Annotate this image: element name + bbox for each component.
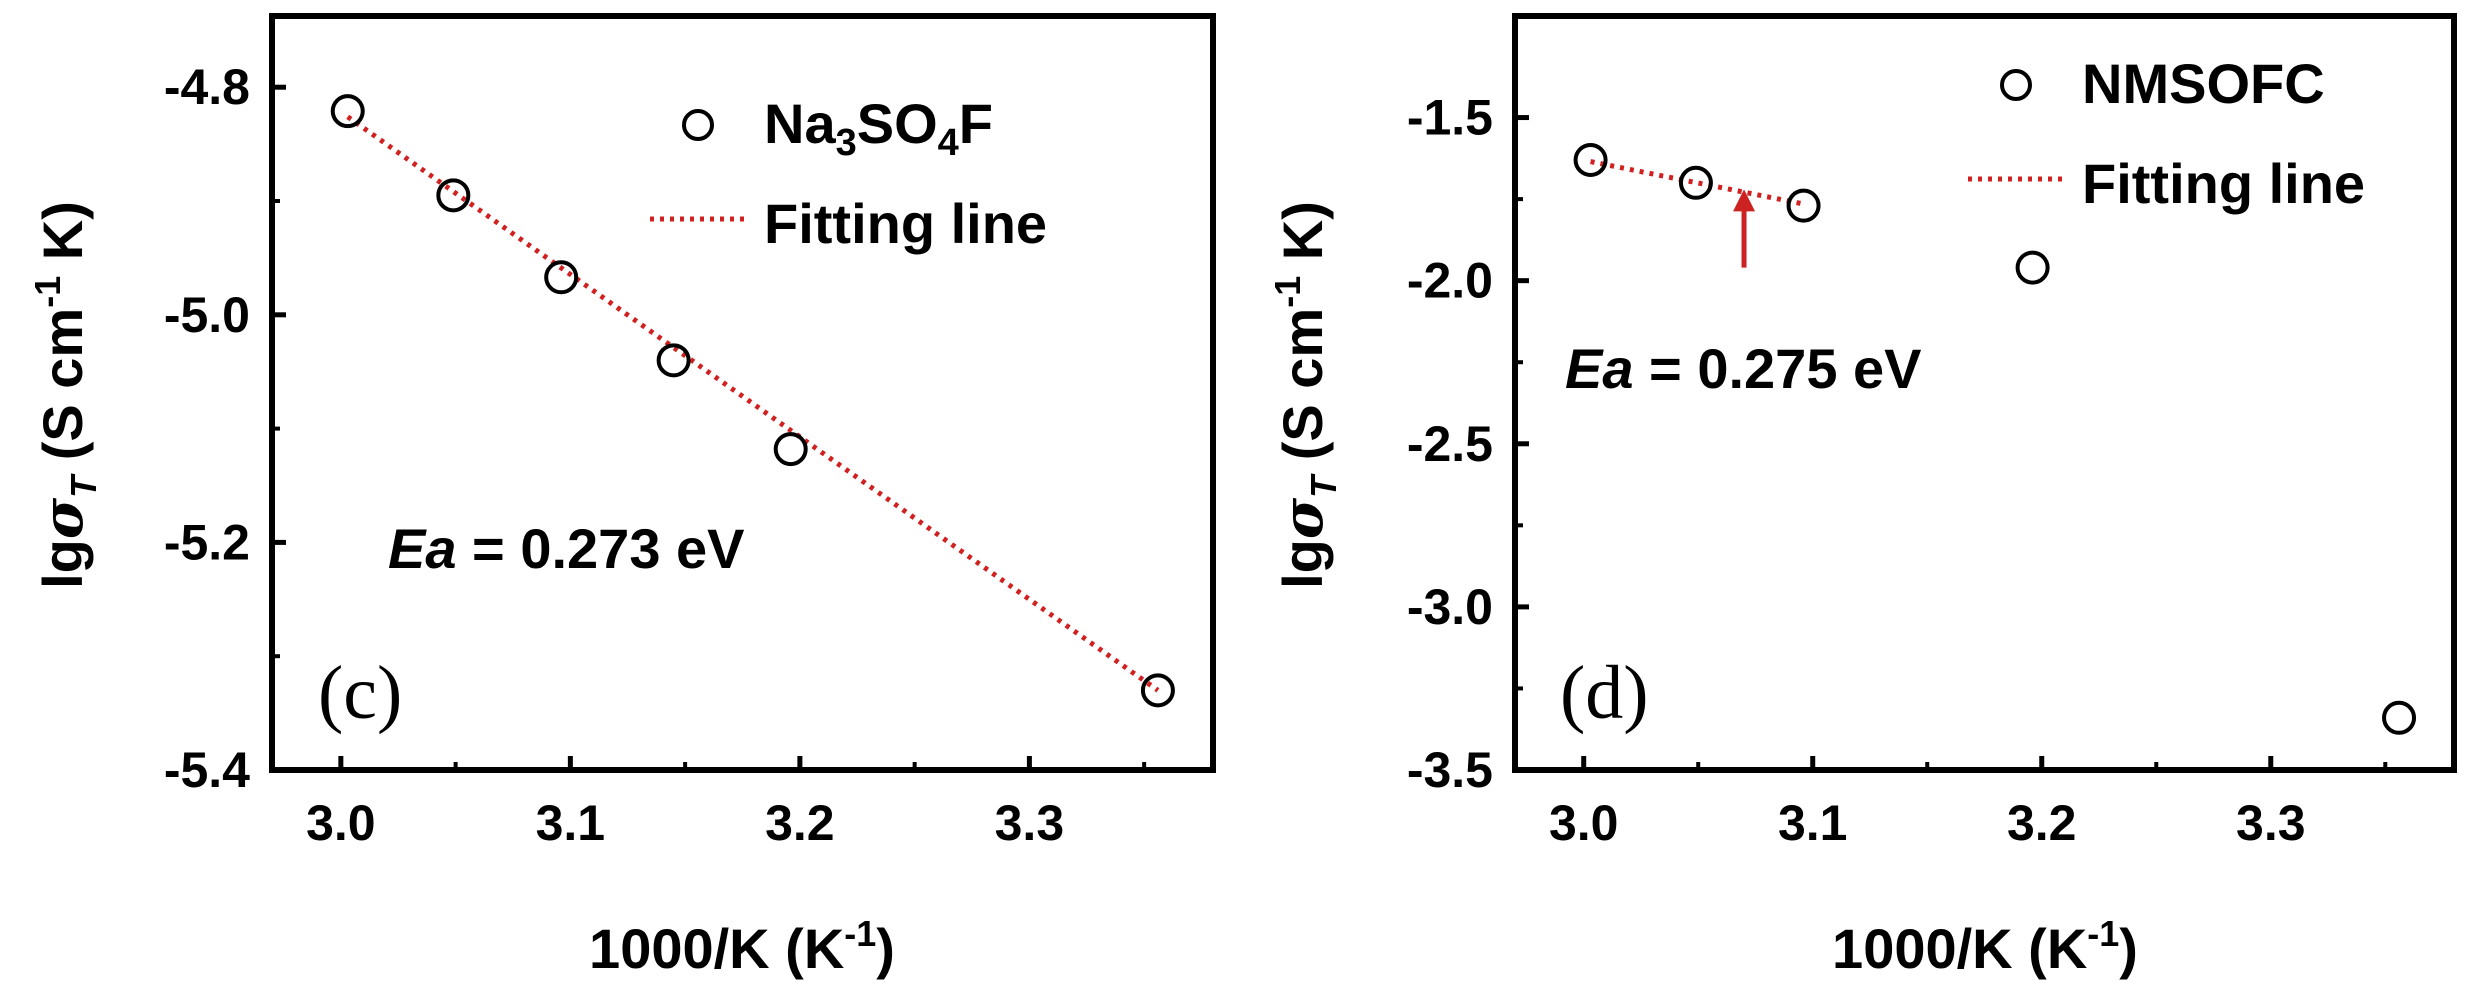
panel-label: (c) [318, 651, 402, 735]
y-tick-label: -5.0 [164, 287, 250, 343]
x-tick-label: 3.2 [765, 795, 835, 851]
data-point [436, 178, 471, 213]
panel-c: 3.0 3.1 3.2 3.3 -4.8 -5.0 -5.2 -5.4 1000/K (K-1)… [27, 13, 1216, 980]
x-tick-label: 3.1 [1778, 795, 1848, 851]
y-tick-label: -4.8 [164, 59, 250, 115]
fitting-line [1590, 159, 1805, 207]
data-point [330, 94, 365, 129]
y-tick-label: -5.4 [164, 742, 250, 798]
data-point [1786, 188, 1821, 223]
y-tick-label: -1.5 [1407, 90, 1493, 146]
activation-energy-label: Ea = 0.273 eV [388, 517, 745, 580]
y-tick-label: -5.2 [164, 514, 250, 570]
panel-d: 3.0 3.1 3.2 3.3 -1.5 -2.0 -2.5 -3.0 -3.5 1000/K (… [1267, 13, 2457, 980]
data-point [2015, 250, 2050, 285]
x-axis-label: 1000/K (K-1) [589, 913, 895, 980]
data-point [1678, 165, 1713, 200]
x-tick-label: 3.3 [995, 795, 1065, 851]
arrow-head [1733, 189, 1756, 212]
panel-label: (d) [1560, 651, 1649, 735]
legend-label: Fitting line [2082, 152, 2365, 215]
plot-frame [269, 13, 1216, 773]
y-tick-label: -2.0 [1407, 253, 1493, 309]
x-tick-label: 3.2 [2007, 795, 2077, 851]
legend-marker [682, 109, 714, 141]
data-point [2382, 700, 2417, 735]
y-axis-label: lgσT (S cm-1 K) [1267, 201, 1344, 589]
plot-frame [1512, 13, 2457, 773]
data-point [1573, 142, 1608, 177]
x-tick-label: 3.1 [536, 795, 606, 851]
x-tick-label: 3.3 [2236, 795, 2306, 851]
data-point [544, 260, 579, 295]
legend-marker [2000, 69, 2032, 101]
x-axis-label: 1000/K (K-1) [1832, 913, 2138, 980]
data-point [1140, 673, 1175, 708]
x-tick-label: 3.0 [306, 795, 376, 851]
y-axis-label: lgσT (S cm-1 K) [27, 201, 104, 589]
y-tick-label: -2.5 [1407, 416, 1493, 472]
legend-label: Na3SO4F [764, 92, 993, 164]
data-point [773, 432, 808, 467]
y-tick-label: -3.5 [1407, 742, 1493, 798]
y-tick-label: -3.0 [1407, 579, 1493, 635]
activation-energy-label: Ea = 0.275 eV [1565, 337, 1922, 400]
legend-label: NMSOFC [2082, 52, 2325, 115]
x-tick-label: 3.0 [1549, 795, 1619, 851]
data-point [656, 343, 691, 378]
legend-label: Fitting line [764, 192, 1047, 255]
